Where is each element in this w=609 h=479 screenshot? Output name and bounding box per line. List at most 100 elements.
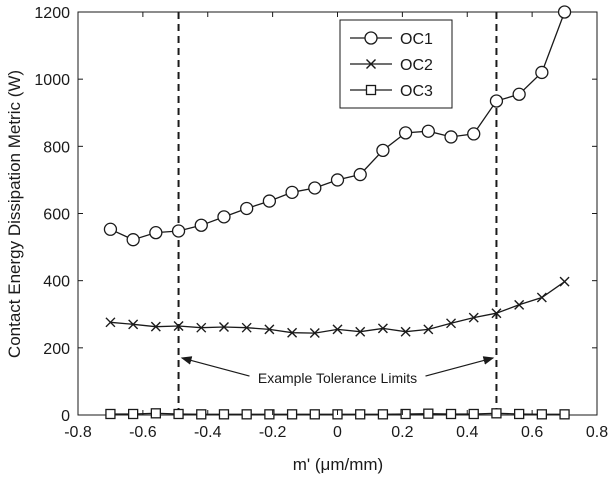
- data-point: [218, 409, 230, 420]
- data-point: [173, 321, 184, 331]
- data-point: [468, 312, 479, 323]
- x-ticks: -0.8 -0.6 -0.4 -0.2 0 0.2 0.4 0.6 0.8: [64, 12, 608, 441]
- x-marker-stroke: [264, 324, 275, 335]
- data-point: [445, 408, 457, 420]
- x-marker-stroke: [196, 322, 207, 333]
- x-tick-label: -0.4: [194, 424, 222, 441]
- data-point: [330, 173, 345, 187]
- legend-label-oc2: OC2: [400, 57, 433, 74]
- data-point: [536, 292, 547, 303]
- data-point: [149, 225, 163, 240]
- x-tick-label: 0.6: [521, 424, 543, 441]
- x-marker-stroke: [468, 312, 479, 323]
- data-point: [241, 409, 252, 420]
- data-point: [489, 94, 504, 108]
- data-point: [194, 218, 208, 232]
- legend: OC1 OC2 OC3: [339, 19, 453, 109]
- data-point: [309, 409, 320, 420]
- data-point: [444, 130, 458, 144]
- series-markers-oc1: [103, 5, 572, 247]
- x-marker-stroke: [128, 319, 139, 330]
- x-tick-label: 0: [333, 424, 342, 441]
- data-point: [126, 233, 140, 247]
- x-marker-stroke: [366, 59, 376, 69]
- y-ticks: 0 200 400 600 800 1000 1200: [34, 5, 597, 425]
- y-tick-label: 1200: [34, 5, 70, 22]
- data-point: [400, 408, 411, 420]
- data-point: [355, 409, 366, 420]
- x-marker-stroke: [173, 321, 184, 331]
- x-marker-stroke: [514, 299, 525, 310]
- data-point: [559, 276, 570, 287]
- data-point: [173, 408, 184, 420]
- data-point: [512, 87, 526, 101]
- y-tick-label: 600: [43, 207, 70, 224]
- legend-label-oc1: OC1: [400, 31, 433, 48]
- annotation-arrow: [425, 356, 495, 377]
- y-tick-label: 400: [43, 274, 70, 291]
- data-point: [128, 319, 139, 330]
- data-point: [264, 324, 275, 335]
- data-point: [557, 5, 572, 19]
- data-point: [105, 408, 116, 420]
- data-point: [127, 408, 139, 420]
- x-marker-stroke: [287, 327, 298, 338]
- data-point: [366, 59, 376, 69]
- data-point: [446, 318, 457, 329]
- data-point: [355, 326, 366, 337]
- data-point: [196, 409, 207, 420]
- x-marker-stroke: [355, 326, 366, 337]
- legend-label-oc3: OC3: [400, 83, 433, 100]
- data-point: [196, 322, 207, 333]
- data-point: [377, 323, 388, 334]
- data-point: [218, 322, 229, 333]
- data-point: [308, 181, 322, 195]
- data-point: [377, 409, 389, 420]
- x-tick-label: -0.2: [259, 424, 287, 441]
- x-marker-stroke: [332, 324, 343, 335]
- x-marker-stroke: [218, 322, 229, 333]
- data-point: [365, 84, 377, 96]
- data-point: [400, 326, 411, 337]
- data-point: [217, 210, 231, 224]
- data-point: [262, 194, 277, 208]
- y-tick-label: 1000: [34, 72, 70, 89]
- annotations: Example Tolerance Limits: [180, 356, 495, 386]
- y-tick-label: 0: [61, 408, 70, 425]
- data-point: [514, 408, 525, 420]
- data-point: [376, 143, 390, 158]
- data-point: [468, 408, 479, 420]
- x-marker-stroke: [105, 317, 116, 328]
- x-tick-label: -0.8: [64, 424, 92, 441]
- x-marker-stroke: [536, 292, 547, 303]
- data-point: [491, 408, 502, 419]
- x-tick-label: 0.8: [586, 424, 608, 441]
- annotation-text: Example Tolerance Limits: [258, 370, 417, 386]
- data-point: [171, 224, 186, 238]
- y-tick-label: 200: [43, 341, 70, 358]
- annotation-arrow: [180, 356, 250, 377]
- x-marker-stroke: [377, 323, 388, 334]
- data-point: [421, 124, 435, 138]
- data-point: [491, 308, 502, 319]
- data-point: [286, 409, 298, 420]
- data-point: [535, 65, 549, 80]
- data-point: [241, 322, 252, 333]
- data-point: [309, 328, 320, 339]
- data-point: [467, 127, 481, 141]
- data-point: [423, 324, 434, 335]
- y-axis-title: Contact Energy Dissipation Metric (W): [5, 70, 24, 358]
- x-marker-stroke: [423, 324, 434, 335]
- x-marker-stroke: [559, 276, 570, 287]
- data-point: [514, 299, 525, 310]
- data-point: [398, 126, 413, 140]
- x-marker-stroke: [309, 328, 320, 339]
- data-point: [150, 321, 161, 332]
- x-marker-stroke: [446, 318, 457, 329]
- x-axis-title: m' (μm/mm): [293, 455, 383, 474]
- data-point: [285, 185, 299, 199]
- data-point: [264, 409, 275, 420]
- data-point: [559, 409, 570, 420]
- x-marker-stroke: [491, 308, 502, 319]
